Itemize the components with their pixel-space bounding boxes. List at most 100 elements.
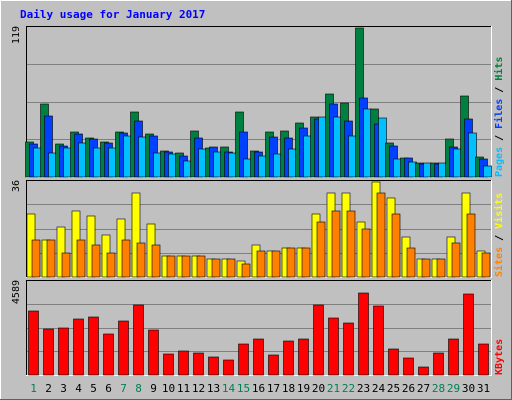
bar-kbytes-day-22 [343,322,354,376]
x-tick-label: 22 [342,382,355,395]
bar-sites-day-1 [31,239,41,278]
x-tick-label: 1 [30,382,37,395]
x-tick-label: 25 [387,382,400,395]
bar-sites-day-5 [91,244,101,278]
x-tick-label: 17 [267,382,280,395]
bar-sites-day-29 [451,242,461,278]
x-tick-label: 16 [252,382,265,395]
bar-kbytes-day-6 [103,333,114,376]
bar-sites-day-12 [196,255,206,278]
panel-visits-legend: Sites / Visits [493,193,505,277]
bar-visits-day-8 [131,192,141,278]
x-axis-labels: 1 2 3 4 5 6 7 8 9 10 11 12 13 14 15 16 17 18 19 20 21 22 23 24 2… [30,382,490,395]
bar-kbytes-day-16 [253,338,264,376]
x-tick-label: 3 [60,382,67,395]
legend-separator: / [494,81,505,99]
panel-hits: 119 Pages / Files / Hits [11,26,505,178]
x-tick-label: 12 [192,382,205,395]
chart-title: Daily usage for January 2017 [20,8,205,21]
panels: 119 Pages / Files / Hits 36 Sites / Visits 4… [11,26,505,376]
bar-sites-day-7 [121,239,131,278]
x-tick-label: 14 [222,382,236,395]
x-tick-label: 9 [150,382,157,395]
bar-pages-day-30 [468,132,477,178]
legend-files: Files [493,99,505,129]
x-tick-label: 4 [75,382,82,395]
x-tick-label: 21 [327,382,340,395]
bar-sites-day-2 [46,239,56,278]
bar-pages-day-31 [483,165,492,178]
x-tick-label: 18 [282,382,295,395]
x-tick-label: 19 [297,382,310,395]
bar-sites-day-23 [361,228,371,278]
bar-sites-day-3 [61,252,71,278]
bar-kbytes-day-14 [223,359,234,376]
x-tick-label: 29 [447,382,460,395]
bar-sites-day-10 [166,255,176,278]
bar-kbytes-day-2 [43,328,54,376]
bar-sites-day-31 [481,252,491,278]
bar-sites-day-24 [376,192,386,278]
bar-kbytes-day-29 [448,338,459,376]
bar-sites-day-16 [256,250,266,278]
bar-sites-day-20 [316,221,326,278]
x-tick-label: 13 [207,382,220,395]
x-tick-label: 2 [45,382,52,395]
bar-kbytes-day-4 [73,318,84,376]
legend-kbytes: KBytes [494,339,505,375]
bar-kbytes-day-30 [463,293,474,376]
bar-kbytes-day-15 [238,343,249,376]
bar-kbytes-day-3 [58,327,69,376]
bar-sites-day-27 [421,258,431,278]
panel-hits-legend: Pages / Files / Hits [493,57,505,177]
bar-sites-day-4 [76,239,86,278]
bar-kbytes-day-31 [478,343,489,376]
x-tick-label: 5 [90,382,97,395]
x-tick-label: 11 [177,382,190,395]
x-tick-label: 20 [312,382,325,395]
bar-kbytes-day-5 [88,316,99,376]
legend-separator: / [494,229,505,247]
x-tick-label: 26 [402,382,415,395]
bar-kbytes-day-24 [373,305,384,376]
bar-kbytes-day-1 [28,310,39,376]
bar-kbytes-day-23 [358,292,369,376]
bar-sites-day-30 [466,213,476,278]
x-tick-label: 15 [237,382,250,395]
x-tick-label: 6 [105,382,112,395]
bar-kbytes-day-9 [148,329,159,376]
panel-kbytes-legend: KBytes [494,339,505,375]
bar-kbytes-day-7 [118,320,129,376]
x-tick-label: 31 [477,382,490,395]
bar-sites-day-28 [436,258,446,278]
legend-pages: Pages [494,147,505,177]
bar-sites-day-15 [241,263,251,278]
bar-sites-day-17 [271,250,281,278]
x-tick-label: 28 [432,382,445,395]
bar-kbytes-day-27 [418,366,429,376]
panel-visits: 36 Sites / Visits [11,180,505,278]
bar-sites-day-9 [151,244,161,278]
bar-kbytes-day-10 [163,353,174,376]
bar-kbytes-day-17 [268,354,279,376]
bar-kbytes-day-20 [313,304,324,376]
x-tick-label: 30 [462,382,475,395]
bar-sites-day-21 [331,210,341,278]
panel-visits-max-label: 36 [11,180,22,192]
bar-kbytes-day-11 [178,350,189,376]
bar-sites-day-25 [391,213,401,278]
bar-sites-day-14 [226,258,236,278]
bar-kbytes-day-25 [388,348,399,376]
bar-kbytes-day-19 [298,338,309,376]
bar-kbytes-day-18 [283,340,294,376]
panel-hits-max-label: 119 [11,26,22,44]
bar-sites-day-6 [106,252,116,278]
legend-separator: / [494,129,505,147]
bar-kbytes-day-26 [403,357,414,376]
legend-hits: Hits [493,57,505,81]
bar-kbytes-day-13 [208,356,219,376]
x-tick-label: 24 [372,382,386,395]
bar-sites-day-13 [211,258,221,278]
bar-kbytes-day-21 [328,317,339,376]
